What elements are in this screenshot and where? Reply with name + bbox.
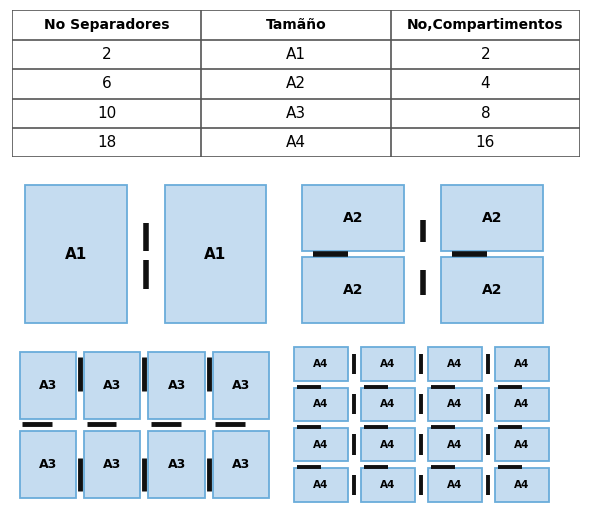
- Text: A4: A4: [313, 480, 329, 490]
- Text: A4: A4: [447, 359, 462, 369]
- Bar: [148, 431, 205, 498]
- Text: A4: A4: [286, 135, 306, 150]
- Text: A3: A3: [39, 458, 57, 471]
- Bar: [361, 428, 415, 461]
- Text: 6: 6: [102, 76, 111, 91]
- Text: A4: A4: [380, 359, 395, 369]
- Text: 16: 16: [476, 135, 495, 150]
- Bar: [361, 388, 415, 421]
- Bar: [302, 185, 404, 251]
- Bar: [294, 347, 348, 381]
- Text: 8: 8: [481, 106, 490, 121]
- Bar: [84, 431, 140, 498]
- Bar: [164, 185, 266, 324]
- Bar: [428, 347, 482, 381]
- Bar: [361, 468, 415, 502]
- Bar: [302, 257, 404, 324]
- Text: A4: A4: [380, 399, 395, 409]
- Text: A3: A3: [103, 458, 121, 471]
- Text: A3: A3: [232, 379, 250, 392]
- Text: A1: A1: [204, 247, 227, 262]
- Text: 2: 2: [481, 47, 490, 62]
- Bar: [20, 352, 76, 420]
- Bar: [213, 352, 269, 420]
- Text: A1: A1: [286, 47, 306, 62]
- Text: A2: A2: [482, 283, 502, 297]
- Text: 18: 18: [97, 135, 116, 150]
- Bar: [495, 468, 548, 502]
- Text: A3: A3: [286, 106, 306, 121]
- Bar: [495, 428, 548, 461]
- Bar: [361, 347, 415, 381]
- Text: Tamãño: Tamãño: [266, 18, 326, 32]
- Text: A4: A4: [514, 480, 530, 490]
- Text: A4: A4: [313, 399, 329, 409]
- Bar: [441, 185, 543, 251]
- Text: A4: A4: [380, 480, 395, 490]
- Text: 4: 4: [481, 76, 490, 91]
- Text: A4: A4: [447, 399, 462, 409]
- Text: A2: A2: [343, 283, 363, 297]
- Text: A3: A3: [167, 379, 186, 392]
- Bar: [495, 388, 548, 421]
- Bar: [294, 468, 348, 502]
- Text: A2: A2: [343, 211, 363, 225]
- Text: A4: A4: [514, 399, 530, 409]
- Bar: [294, 428, 348, 461]
- Bar: [20, 431, 76, 498]
- Text: 10: 10: [97, 106, 116, 121]
- Text: A2: A2: [482, 211, 502, 225]
- Text: A1: A1: [65, 247, 87, 262]
- Bar: [148, 352, 205, 420]
- Bar: [428, 468, 482, 502]
- Bar: [84, 352, 140, 420]
- Bar: [428, 388, 482, 421]
- Text: A4: A4: [447, 480, 462, 490]
- Text: A4: A4: [380, 440, 395, 449]
- Text: A4: A4: [447, 440, 462, 449]
- Text: A4: A4: [313, 359, 329, 369]
- Bar: [213, 431, 269, 498]
- Text: A3: A3: [232, 458, 250, 471]
- Text: No,Compartimentos: No,Compartimentos: [407, 18, 564, 32]
- Text: A3: A3: [39, 379, 57, 392]
- Text: A4: A4: [313, 440, 329, 449]
- Bar: [294, 388, 348, 421]
- Text: No Separadores: No Separadores: [44, 18, 169, 32]
- Bar: [441, 257, 543, 324]
- Bar: [428, 428, 482, 461]
- Text: 2: 2: [102, 47, 111, 62]
- Bar: [495, 347, 548, 381]
- Bar: [25, 185, 127, 324]
- Text: A4: A4: [514, 440, 530, 449]
- Text: A3: A3: [103, 379, 121, 392]
- Text: A2: A2: [286, 76, 306, 91]
- Text: A3: A3: [167, 458, 186, 471]
- Text: A4: A4: [514, 359, 530, 369]
